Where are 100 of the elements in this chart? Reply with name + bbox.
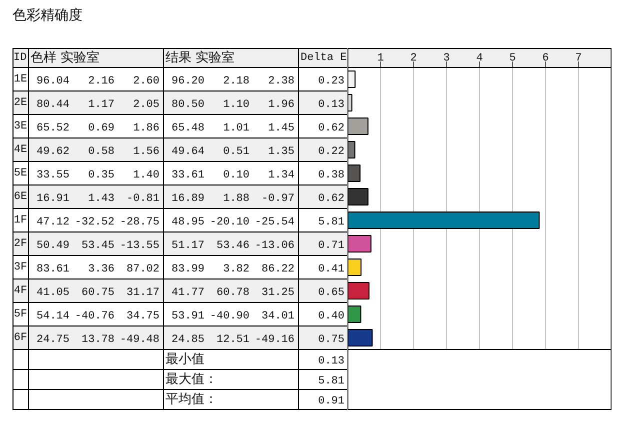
data-label: 12.51	[216, 334, 250, 346]
data-label: 0.65	[318, 286, 344, 299]
data-label: 96.04	[36, 75, 70, 88]
data-label: 49.62	[36, 146, 70, 158]
data-label: 16.89	[171, 192, 205, 205]
data-label: 0.91	[318, 396, 345, 408]
data-label: 0.51	[223, 146, 250, 158]
data-label: 65.48	[171, 122, 205, 134]
data-label: 16.91	[36, 192, 70, 205]
data-label: 31.17	[126, 286, 160, 299]
data-label: 0.23	[318, 75, 344, 88]
data-label: 0.58	[88, 146, 114, 158]
data-label: 0.13	[318, 98, 344, 111]
x-tick-label: 5	[509, 52, 516, 64]
data-label: 60.75	[81, 286, 115, 299]
data-label: 83.61	[36, 263, 70, 276]
data-label: 1.35	[268, 146, 294, 158]
data-label: 1.34	[268, 169, 295, 182]
y-tick-label: 6F	[14, 332, 28, 344]
data-label: 0.13	[318, 356, 344, 368]
data-label: 1.40	[133, 169, 160, 182]
data-label: 1.88	[223, 192, 250, 205]
data-label: 53.45	[81, 240, 115, 252]
data-label: -40.90	[210, 310, 250, 322]
y-tick-label: 1E	[14, 73, 28, 86]
data-label: 60.78	[216, 286, 250, 299]
data-label: 34.75	[126, 310, 160, 322]
data-label: 0.41	[318, 263, 345, 276]
y-tick-label: 5F	[14, 308, 28, 320]
data-label: 53.46	[216, 240, 250, 252]
x-tick-label: 7	[575, 52, 582, 64]
x-tick-label: 3	[443, 52, 450, 64]
data-label: 1.96	[268, 98, 294, 111]
data-label: 1.01	[223, 122, 250, 134]
data-label: 0.62	[318, 192, 344, 205]
data-label: 1.17	[88, 98, 114, 111]
data-label: 80.50	[171, 98, 205, 111]
x-tick-label: 结果 实验室	[166, 50, 235, 66]
data-label: 5.81	[318, 216, 345, 228]
data-label: 1.56	[133, 146, 160, 158]
data-label: 41.05	[36, 286, 70, 299]
y2-tick-label: 最大值：	[166, 372, 218, 387]
x-tick-label: 1	[377, 52, 384, 64]
data-label: 0.69	[88, 122, 114, 134]
data-label: 2.16	[88, 75, 114, 88]
data-label: -32.52	[74, 216, 115, 228]
y-tick-label: 3E	[14, 120, 28, 132]
data-label: 0.38	[318, 169, 344, 182]
y-tick-label: 2F	[14, 238, 28, 250]
data-label: 54.14	[36, 310, 70, 322]
data-label: -0.81	[126, 192, 160, 205]
data-label: 50.49	[36, 240, 70, 252]
data-label: 2.18	[223, 75, 250, 88]
y-axis-title: ID	[14, 52, 28, 64]
data-label: 34.01	[261, 310, 295, 322]
data-label: 2.60	[133, 75, 160, 88]
data-label: 0.75	[318, 334, 344, 346]
data-label: 0.71	[318, 240, 345, 252]
data-label: 80.44	[36, 98, 70, 111]
data-label: 87.02	[126, 263, 160, 276]
data-label: 33.61	[171, 169, 205, 182]
data-label: 41.77	[171, 286, 205, 299]
data-label: 65.52	[36, 122, 70, 134]
data-label: 1.45	[268, 122, 294, 134]
data-label: -13.55	[120, 240, 160, 252]
chart-title: 色彩精确度	[12, 8, 82, 24]
data-label: 47.12	[36, 216, 70, 228]
data-label: 1.43	[88, 192, 114, 205]
data-label: 13.78	[81, 334, 115, 346]
data-label: 31.25	[261, 286, 295, 299]
data-label: 83.99	[171, 263, 205, 276]
y-tick-label: 3F	[14, 261, 28, 274]
data-label: 5.81	[318, 376, 345, 388]
data-label: 51.17	[171, 240, 205, 252]
data-label: 0.40	[318, 310, 344, 322]
data-label: -40.76	[74, 310, 115, 322]
data-label: 0.10	[223, 169, 250, 182]
data-label: 1.10	[223, 98, 250, 111]
y-tick-label: 4F	[14, 284, 28, 297]
data-label: 96.20	[171, 75, 205, 88]
data-label: 49.64	[171, 146, 205, 158]
x-tick-label: 6	[542, 52, 549, 64]
x-tick-label: 色样 实验室	[30, 50, 100, 66]
y2-tick-label: 最小值	[166, 352, 204, 367]
data-label: 86.22	[261, 263, 295, 276]
data-label: 3.36	[88, 263, 114, 276]
data-label: 2.38	[268, 75, 294, 88]
data-label: 3.82	[223, 263, 250, 276]
data-label: 2.05	[133, 98, 160, 111]
data-label: 0.22	[318, 146, 344, 158]
x-tick-label: 2	[410, 52, 417, 64]
data-label: 1.86	[133, 122, 160, 134]
y-tick-label: 2E	[14, 96, 28, 109]
data-label: 33.55	[36, 169, 70, 182]
x-tick-label: Delta E	[300, 52, 348, 64]
y-tick-label: 5E	[14, 167, 28, 180]
data-label: 53.91	[171, 310, 205, 322]
data-label: -49.16	[254, 334, 295, 346]
y-tick-label: 1F	[14, 214, 28, 226]
data-label: 24.85	[171, 334, 205, 346]
